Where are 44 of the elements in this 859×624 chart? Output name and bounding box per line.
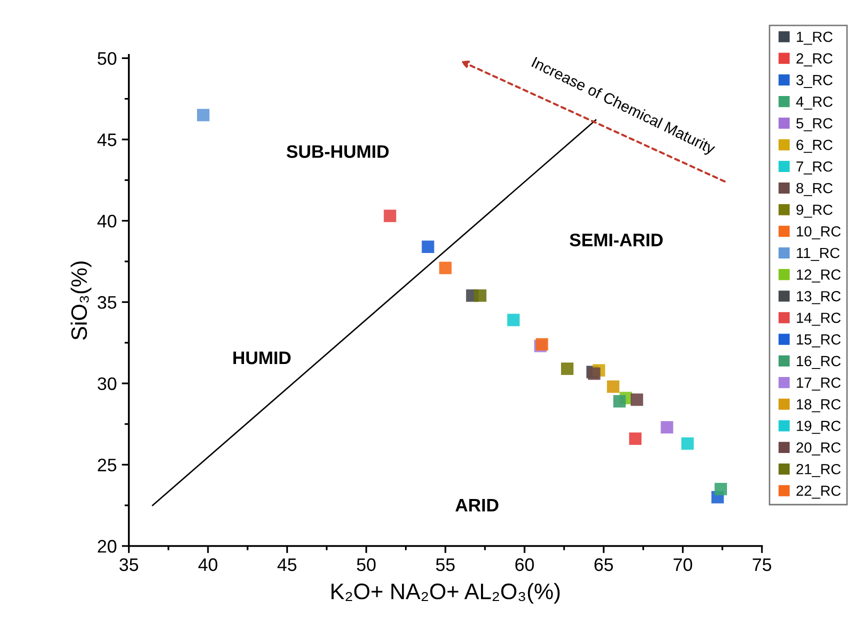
legend-label: 9_RC xyxy=(796,204,833,218)
x-tick-label: 70 xyxy=(674,558,692,572)
legend-label: 4_RC xyxy=(796,96,833,110)
legend-label: 2_RC xyxy=(796,53,833,66)
annotation: HUMID xyxy=(233,352,291,364)
legend-label: 1_RC xyxy=(796,32,833,45)
annotation: ARID xyxy=(455,498,498,512)
y-tick-label: 25 xyxy=(98,458,116,472)
x-tick-label: 40 xyxy=(198,558,218,572)
annotation: SEMI-ARID xyxy=(570,234,663,246)
legend-label: 18_RC xyxy=(796,399,841,412)
legend-label: 8_RC xyxy=(796,182,833,196)
x-tick-label: 65 xyxy=(594,558,613,572)
legend-label: 5_RC xyxy=(796,118,833,132)
y-axis-title: SiO₃(%) xyxy=(70,262,92,340)
x-tick-label: 75 xyxy=(752,558,772,572)
legend-label: 3_RC xyxy=(796,74,833,88)
legend-label: 21_RC xyxy=(796,464,841,478)
legend-label: 22_RC xyxy=(796,486,841,499)
y-tick-label: 50 xyxy=(98,52,116,65)
x-tick-label: 55 xyxy=(436,558,455,572)
annotation: SUB-HUMID xyxy=(286,145,389,158)
y-tick-label: 45 xyxy=(97,134,116,146)
legend-label: 12_RC xyxy=(796,269,841,283)
legend-label: 13_RC xyxy=(796,291,841,304)
legend-label: 11_RC xyxy=(796,248,840,261)
legend-label: 19_RC xyxy=(796,420,841,434)
x-tick-label: 50 xyxy=(356,558,376,572)
legend-label: 10_RC xyxy=(796,226,841,240)
legend-label: 15_RC xyxy=(796,334,841,348)
legend-label: 20_RC xyxy=(796,442,841,456)
y-tick-label: 20 xyxy=(98,540,116,553)
x-tick-label: 35 xyxy=(120,558,138,572)
legend-label: 6_RC xyxy=(796,140,833,153)
x-tick-label: 45 xyxy=(277,558,296,572)
y-tick-label: 40 xyxy=(97,214,116,228)
legend-label: 17_RC xyxy=(796,378,841,391)
x-axis-title: K₂O+ NA₂O+ AL₂O₃(%) xyxy=(332,582,560,604)
x-tick-label: 60 xyxy=(515,558,534,572)
y-tick-label: 35 xyxy=(98,296,116,309)
legend-label: 7_RC xyxy=(796,161,833,174)
legend-label: 16_RC xyxy=(796,356,841,369)
legend-label: 14_RC xyxy=(796,312,841,326)
y-tick-label: 30 xyxy=(98,377,116,390)
